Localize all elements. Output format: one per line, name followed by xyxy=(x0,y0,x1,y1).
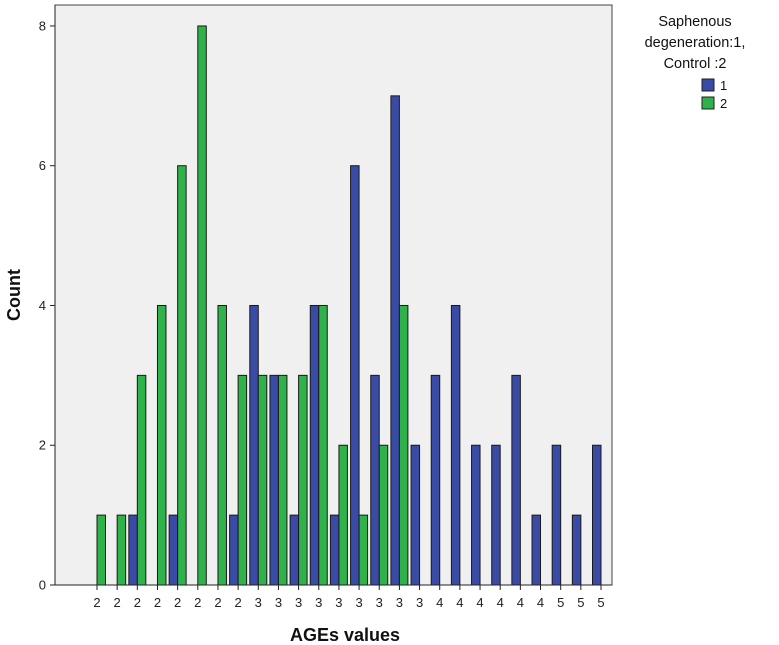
bar-series-2-7 xyxy=(237,374,248,586)
bar-series-1-14 xyxy=(370,374,380,586)
x-tick-label-19: 4 xyxy=(476,595,483,610)
x-tick-label-12: 3 xyxy=(335,595,342,610)
x-tick-label-6: 2 xyxy=(214,595,221,610)
bar-series-2-9 xyxy=(277,374,288,586)
x-tick-label-18: 4 xyxy=(456,595,463,610)
x-tick-label-22: 4 xyxy=(537,595,544,610)
legend-swatch-series-2 xyxy=(701,96,715,110)
bar-series-1-9 xyxy=(269,374,279,586)
bar-series-2-8 xyxy=(257,374,268,586)
legend-title-line-2: degeneration:1, xyxy=(645,35,746,51)
legend: Saphenous degeneration:1, Control :2 1 2 xyxy=(645,14,746,111)
x-tick-label-4: 2 xyxy=(174,595,181,610)
bar-series-2-14 xyxy=(378,444,389,586)
x-tick-label-2: 2 xyxy=(134,595,141,610)
bar-series-2-1 xyxy=(116,514,127,586)
x-tick-label-23: 5 xyxy=(557,595,564,610)
x-tick-label-8: 3 xyxy=(255,595,262,610)
x-tick-label-15: 3 xyxy=(396,595,403,610)
x-tick-label-16: 3 xyxy=(416,595,423,610)
bar-series-1-2 xyxy=(128,514,138,586)
legend-label-series-1: 1 xyxy=(720,78,727,93)
bar-series-1-8 xyxy=(249,304,259,586)
x-tick-label-21: 4 xyxy=(517,595,524,610)
bar-series-1-18 xyxy=(450,304,461,586)
x-tick-label-3: 2 xyxy=(154,595,161,610)
bar-series-1-22 xyxy=(531,514,542,586)
bar-series-2-15 xyxy=(398,304,409,586)
bar-series-1-4 xyxy=(168,514,179,586)
bar-series-2-10 xyxy=(298,374,308,586)
bar-series-1-19 xyxy=(471,444,481,586)
bar-series-1-25 xyxy=(592,444,602,586)
x-tick-label-25: 5 xyxy=(597,595,604,610)
y-tick-label-4: 4 xyxy=(39,298,46,313)
x-tick-label-24: 5 xyxy=(577,595,584,610)
x-tick-label-11: 3 xyxy=(315,595,322,610)
bar-series-1-16 xyxy=(410,444,421,586)
y-tick-label-6: 6 xyxy=(39,158,46,173)
x-tick-label-17: 4 xyxy=(436,595,443,610)
bar-series-2-13 xyxy=(358,514,369,586)
bar-series-1-15 xyxy=(390,95,400,586)
bar-series-2-11 xyxy=(318,304,328,586)
legend-title-line-3: Control :2 xyxy=(664,56,727,72)
bar-series-1-10 xyxy=(289,514,300,586)
y-axis-title: Count xyxy=(4,269,24,321)
x-axis-title: AGEs values xyxy=(290,625,400,645)
legend-label-series-2: 2 xyxy=(720,96,727,111)
bar-series-1-11 xyxy=(309,304,320,586)
x-tick-label-9: 3 xyxy=(275,595,282,610)
x-tick-label-1: 2 xyxy=(114,595,121,610)
bar-series-2-4 xyxy=(177,165,187,586)
bar-series-2-6 xyxy=(217,304,227,586)
bar-series-1-12 xyxy=(329,514,340,586)
x-tick-label-10: 3 xyxy=(295,595,302,610)
x-tick-label-7: 2 xyxy=(235,595,242,610)
x-tick-label-5: 2 xyxy=(194,595,201,610)
y-tick-label-2: 2 xyxy=(39,438,46,453)
bar-series-2-12 xyxy=(338,444,348,586)
legend-title-line-1: Saphenous xyxy=(658,14,731,30)
x-tick-label-14: 3 xyxy=(376,595,383,610)
bar-series-2-3 xyxy=(156,304,167,586)
x-tick-label-20: 4 xyxy=(497,595,504,610)
bar-series-2-2 xyxy=(136,374,147,586)
bar-series-1-13 xyxy=(350,165,360,586)
bar-series-1-21 xyxy=(511,374,521,586)
y-tick-label-8: 8 xyxy=(39,18,46,33)
y-tick-label-0: 0 xyxy=(39,578,46,593)
bar-series-2-0 xyxy=(96,514,106,586)
bar-series-1-23 xyxy=(551,444,562,586)
bar-series-1-24 xyxy=(571,514,582,586)
bar-series-1-20 xyxy=(491,444,501,586)
x-tick-label-0: 2 xyxy=(93,595,100,610)
legend-swatch-series-1 xyxy=(701,78,715,92)
bar-series-2-5 xyxy=(197,25,207,586)
bar-series-1-17 xyxy=(430,374,441,586)
bar-series-1-7 xyxy=(229,514,239,586)
y-ticks-group: 0 2 4 6 8 xyxy=(39,18,55,593)
x-tick-label-13: 3 xyxy=(355,595,362,610)
